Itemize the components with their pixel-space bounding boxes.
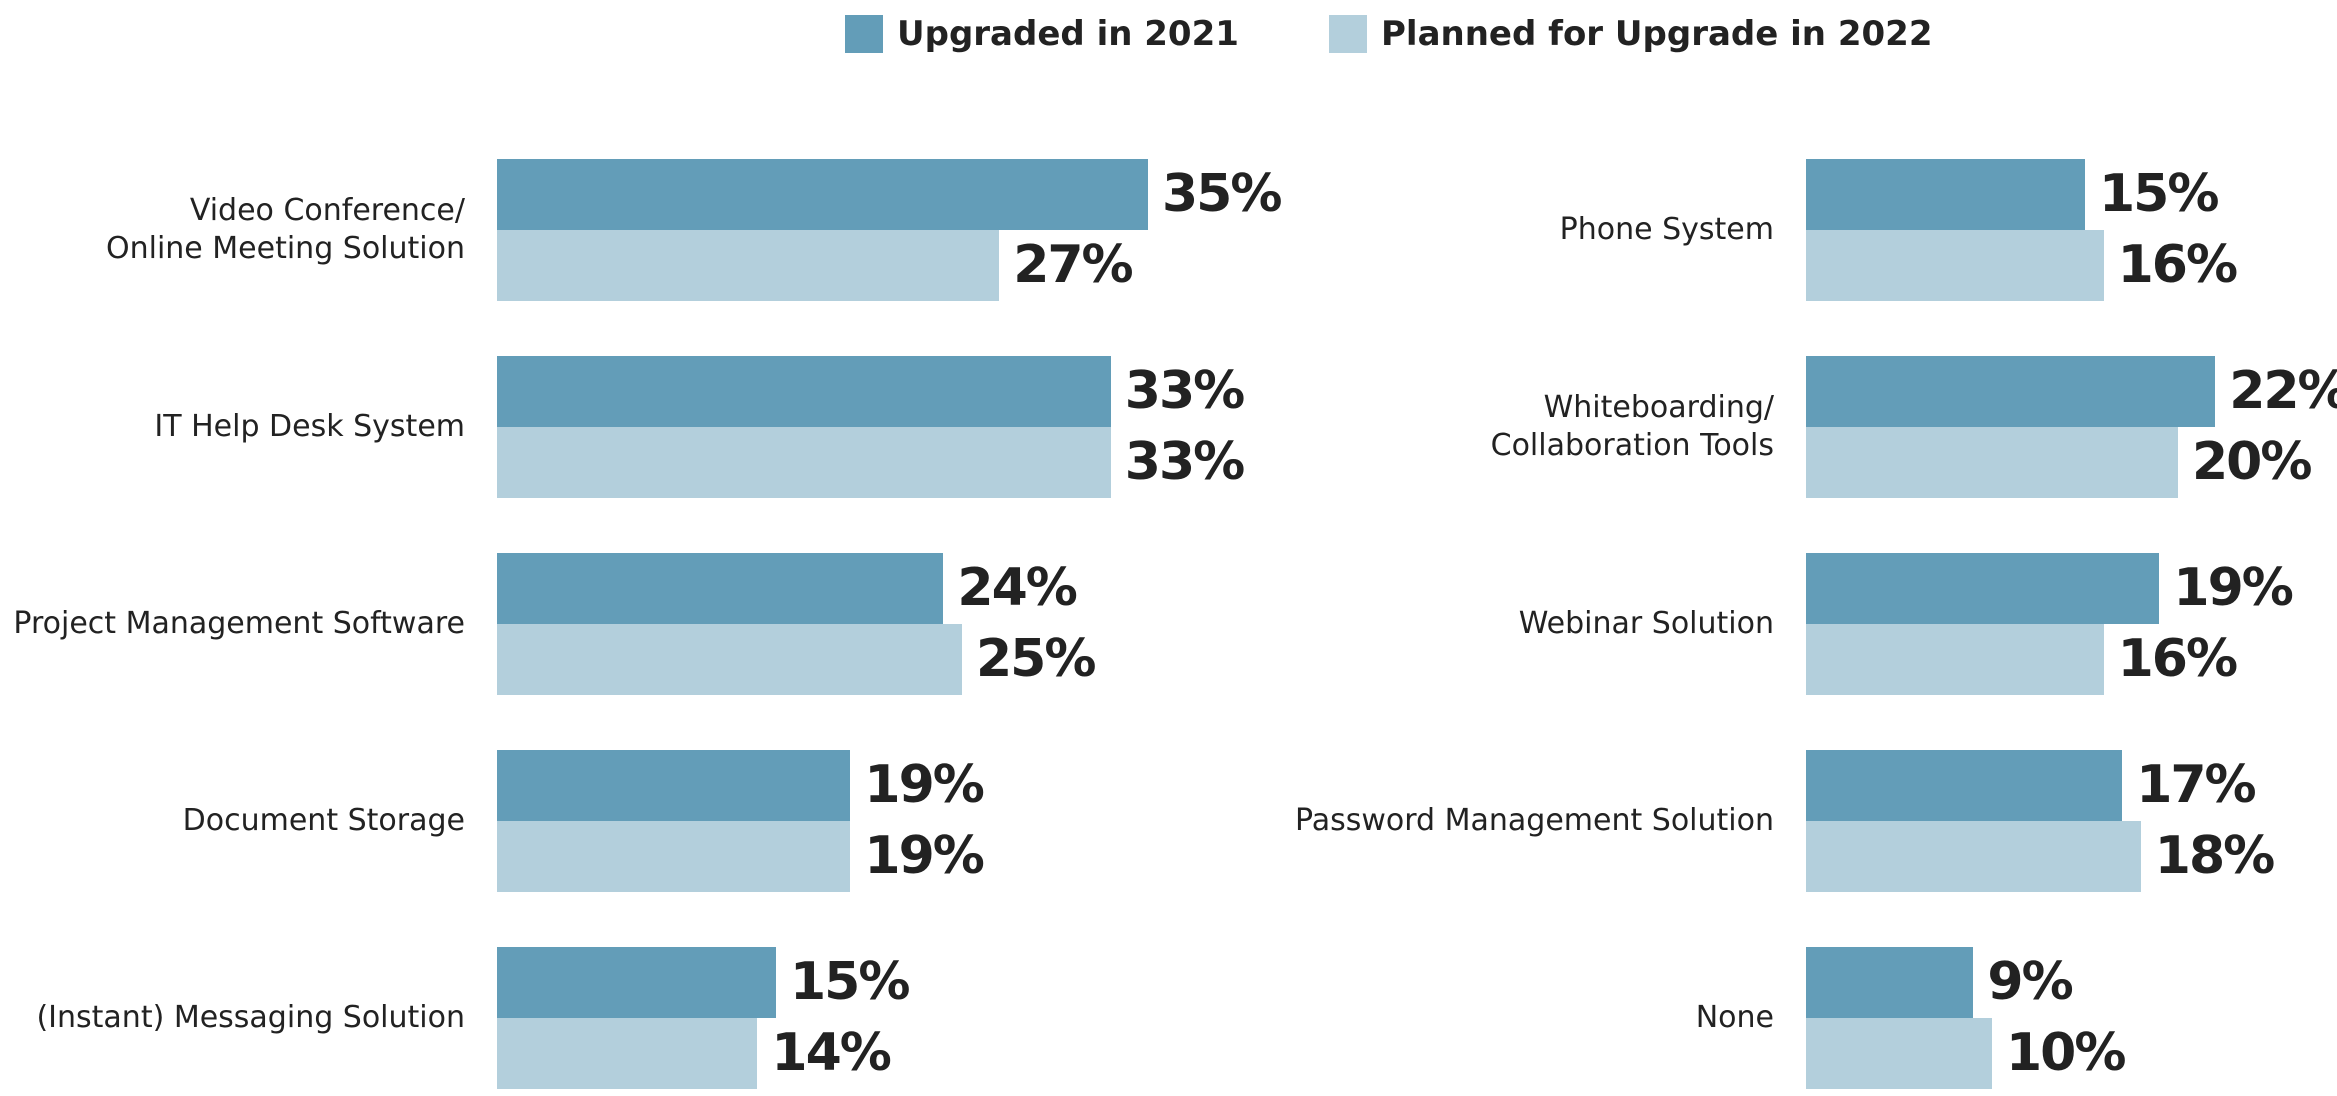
value-label: 19% [2173,558,2293,618]
value-label: 14% [771,1023,891,1083]
value-label: 27% [1013,235,1133,295]
bar [1806,624,2104,695]
value-label: 15% [2099,164,2219,224]
bar [1806,750,2123,821]
legend-label: Upgraded in 2021 [897,14,1239,54]
category-label: Password Management Solution [1294,803,1774,838]
bar [1806,821,2141,892]
category-label: IT Help Desk System [154,409,465,444]
category-label: (Instant) Messaging Solution [36,1000,465,1035]
bar [497,553,944,624]
bar [1806,230,2104,301]
legend-label: Planned for Upgrade in 2022 [1381,14,1933,54]
value-label: 20% [2192,432,2312,492]
legend-swatch [1329,15,1367,53]
value-label: 17% [2136,755,2256,815]
bar [497,356,1111,427]
value-label: 15% [790,952,910,1012]
value-label: 19% [864,826,984,886]
value-label: 10% [2006,1023,2126,1083]
value-label: 25% [976,629,1096,689]
bar [497,427,1111,498]
category-label: Phone System [1559,212,1774,247]
value-label: 19% [864,755,984,815]
value-label: 16% [2117,235,2238,295]
category-label: Whiteboarding/ Collaboration Tools [1490,390,1774,463]
value-label: 35% [1162,164,1282,224]
legend-swatch [845,15,883,53]
category-label: Webinar Solution [1518,606,1774,641]
bar [497,947,776,1018]
category-label: Document Storage [182,803,465,838]
value-label: 18% [2154,826,2275,886]
value-label: 33% [1124,432,1245,492]
bar [497,624,962,695]
bar [497,1018,758,1089]
category-label: None [1695,1000,1774,1035]
value-label: 22% [2229,361,2337,421]
value-label: 9% [1987,952,2073,1012]
bar [497,230,1000,301]
value-label: 33% [1124,361,1245,421]
bar [1806,553,2160,624]
bar [1806,947,1974,1018]
category-label: Video Conference/ Online Meeting Solutio… [105,193,465,266]
bar [1806,427,2178,498]
bar [497,821,851,892]
bar [497,159,1148,230]
category-label: Project Management Software [13,606,465,641]
bar [497,750,851,821]
value-label: 16% [2117,629,2238,689]
value-label: 24% [957,558,1077,618]
bar [1806,356,2216,427]
bar [1806,159,2085,230]
bar [1806,1018,1992,1089]
